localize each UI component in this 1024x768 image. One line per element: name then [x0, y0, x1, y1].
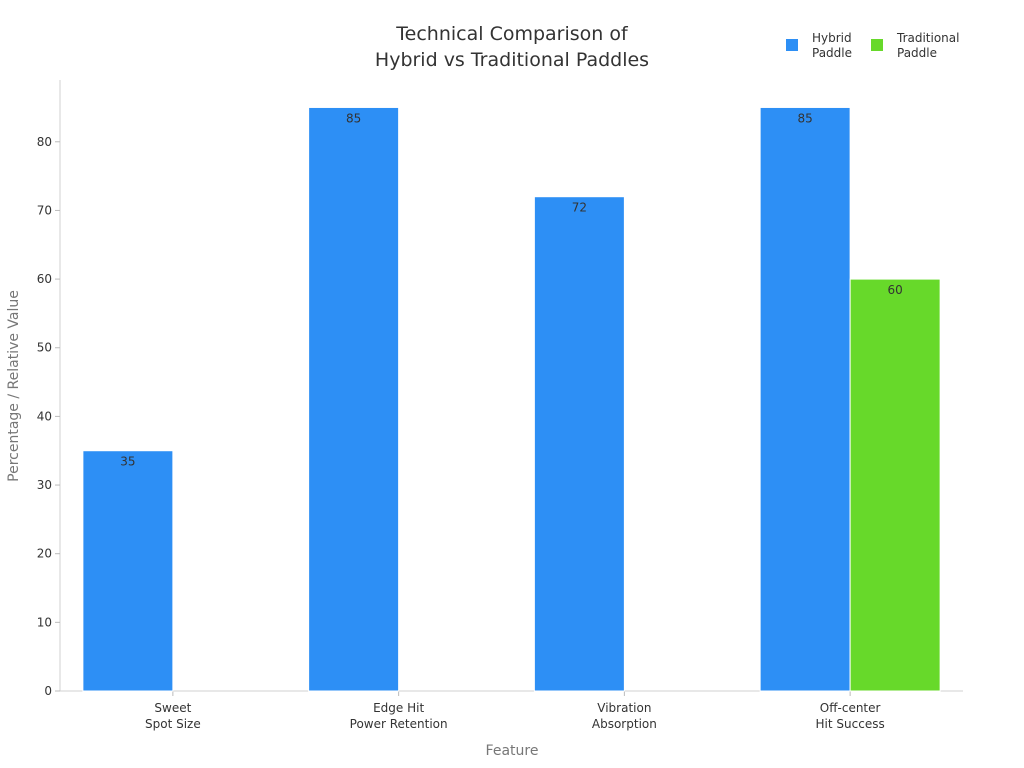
legend-label: Traditional Paddle: [896, 31, 959, 60]
y-tick-label: 30: [37, 478, 52, 492]
axes: 0 10 20 30 40 50 60 70 80 Sweet Spot Size Edge Hit P…: [37, 80, 963, 731]
y-tick-label: 80: [37, 135, 52, 149]
chart-title: Technical Comparison of Hybrid vs Traditi…: [375, 23, 649, 71]
bar-value-label: 85: [346, 111, 361, 125]
bar-value-label: 72: [572, 201, 587, 215]
x-tick-label: Sweet Spot Size: [145, 701, 201, 731]
y-tick-label: 50: [37, 341, 52, 355]
y-tick-label: 10: [37, 615, 52, 629]
data-labels: 35 85 72 85 60: [120, 111, 903, 468]
legend-label: Hybrid Paddle: [812, 31, 852, 60]
bar-traditional: [849, 278, 941, 692]
y-axis-title: Percentage / Relative Value: [6, 290, 22, 482]
x-tick-label: Off-center Hit Success: [816, 701, 885, 731]
legend-swatch: [871, 39, 883, 51]
x-axis-title: Feature: [486, 743, 539, 759]
chart-title-text: Technical Comparison of Hybrid vs Traditi…: [375, 23, 649, 71]
x-tick-label: Edge Hit Power Retention: [350, 701, 448, 731]
y-tick-label: 40: [37, 409, 52, 423]
bar-hybrid: [308, 106, 400, 692]
legend-swatch: [786, 39, 798, 51]
y-tick-label: 0: [44, 684, 52, 698]
y-tick-label: 20: [37, 547, 52, 561]
y-tick-label: 60: [37, 272, 52, 286]
bar-hybrid: [82, 450, 174, 692]
y-tick-label: 70: [37, 203, 52, 217]
bar-value-label: 35: [120, 455, 135, 469]
x-tick-label: Vibration Absorption: [592, 701, 657, 731]
legend: Hybrid Paddle Traditional Paddle: [786, 31, 959, 60]
bar-hybrid: [759, 106, 851, 692]
bar-value-label: 60: [887, 283, 902, 297]
bar-hybrid: [533, 196, 625, 692]
bar-value-label: 85: [797, 111, 812, 125]
bars: [82, 106, 941, 692]
